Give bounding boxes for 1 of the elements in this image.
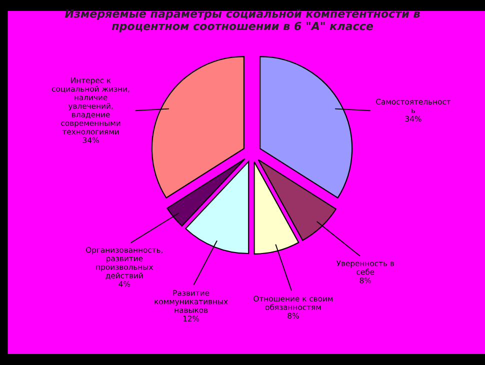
chart-title: Измеряемые параметры социальной компетентности в процентном соотношении в 6 "А" классе — [64, 9, 420, 32]
